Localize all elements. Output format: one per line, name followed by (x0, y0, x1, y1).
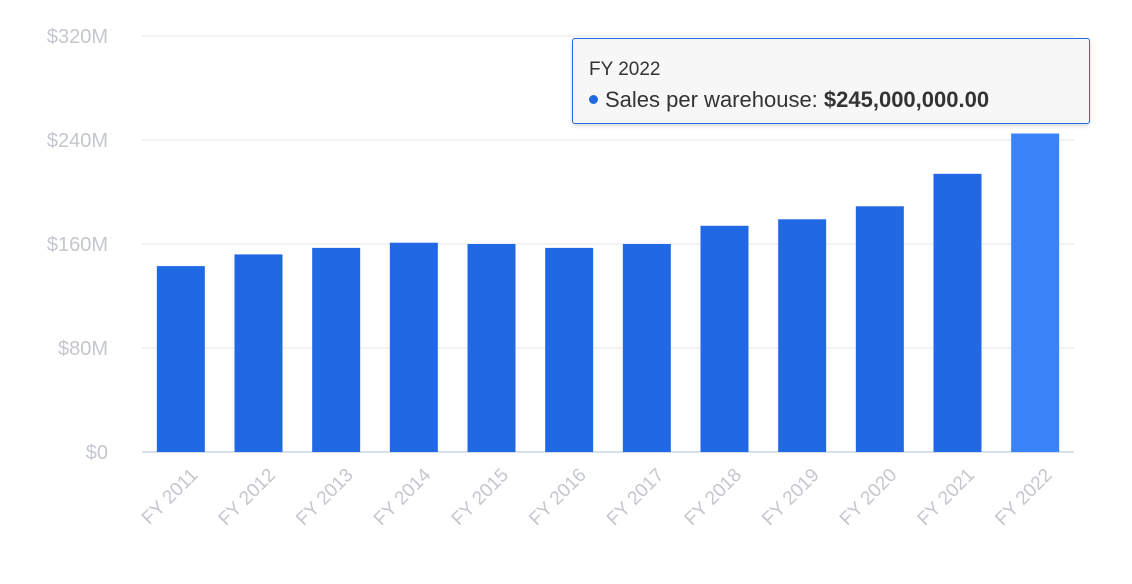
chart-tooltip: FY 2022 Sales per warehouse: $245,000,00… (572, 38, 1090, 124)
x-tick-label: FY 2013 (292, 465, 357, 530)
series-dot-icon (589, 94, 598, 104)
x-tick-label: FY 2015 (448, 465, 513, 530)
bar[interactable] (1011, 133, 1060, 453)
x-axis-ticks: FY 2011 FY 2012 FY 2013 FY 2014 FY 2015 FY 20… (138, 464, 1057, 530)
x-tick-label: FY 2016 (525, 465, 590, 530)
tooltip-series-label: Sales per warehouse: (605, 87, 824, 112)
y-tick-label: $0 (86, 442, 108, 464)
bar[interactable] (312, 247, 361, 452)
x-tick-label: FY 2019 (758, 465, 823, 530)
x-tick-label: FY 2014 (370, 464, 436, 530)
x-tick-label: FY 2012 (215, 465, 280, 530)
x-tick-label: FY 2018 (681, 465, 746, 530)
y-tick-label: $240M (47, 130, 108, 152)
bar[interactable] (622, 244, 671, 452)
x-tick-label: FY 2022 (991, 465, 1056, 530)
bar[interactable] (156, 266, 205, 452)
bar[interactable] (467, 244, 516, 452)
gridlines (142, 35, 1074, 453)
bars (156, 133, 1060, 453)
y-tick-label: $320M (47, 26, 108, 48)
x-tick-label: FY 2020 (836, 465, 901, 530)
bar[interactable] (389, 242, 438, 452)
tooltip-title: FY 2022 (589, 59, 661, 80)
y-tick-label: $160M (47, 234, 108, 256)
x-tick-label: FY 2021 (914, 465, 979, 530)
y-tick-label: $80M (58, 338, 108, 360)
bar[interactable] (545, 247, 594, 452)
x-tick-label: FY 2017 (603, 465, 668, 530)
bar[interactable] (933, 173, 982, 453)
x-tick-label: FY 2011 (138, 465, 202, 529)
y-axis-ticks: $0 $80M $160M $240M $320M (47, 26, 108, 464)
tooltip-value: $245,000,000.00 (823, 87, 990, 112)
tooltip-row: Sales per warehouse: $245,000,000.00 (589, 87, 989, 113)
bar[interactable] (700, 225, 749, 452)
bar[interactable] (855, 206, 904, 452)
bar[interactable] (778, 219, 827, 452)
bar[interactable] (234, 254, 283, 452)
